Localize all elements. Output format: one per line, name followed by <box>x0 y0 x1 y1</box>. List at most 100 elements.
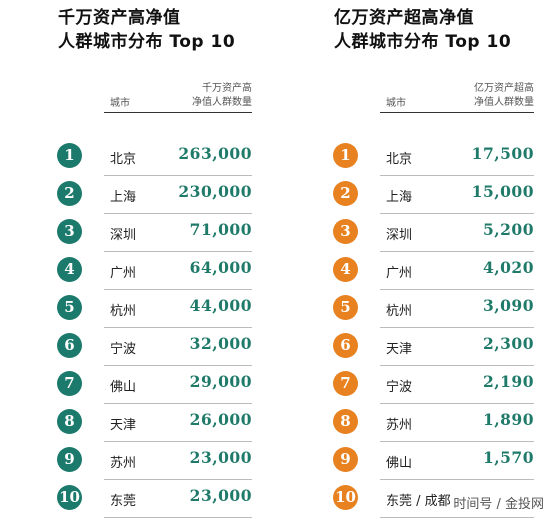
row-divider <box>380 441 534 442</box>
ranking-row: 3 深圳 5,200 <box>276 214 554 252</box>
city-name: 深圳 <box>110 228 137 243</box>
rank-badge: 9 <box>333 447 358 472</box>
rank-badge: 9 <box>57 447 82 472</box>
ranking-row: 1 北京 17,500 <box>276 138 554 176</box>
rank-badge: 5 <box>57 295 82 320</box>
ranking-row: 7 宁波 2,190 <box>276 366 554 404</box>
population-value: 3,090 <box>482 296 534 315</box>
panel-title-line2: 人群城市分布 Top 10 <box>334 32 512 52</box>
column-header-value-line2: 净值人群数量 <box>192 97 252 108</box>
ranking-row: 1 北京 263,000 <box>0 138 272 176</box>
rank-badge: 3 <box>57 219 82 244</box>
ranking-row: 5 杭州 44,000 <box>0 290 272 328</box>
ranking-row: 2 上海 230,000 <box>0 176 272 214</box>
panel-title: 千万资产高净值 人群城市分布 Top 10 <box>58 6 235 54</box>
header-divider <box>380 112 534 113</box>
row-divider <box>104 403 252 404</box>
column-header-value: 亿万资产超高 净值人群数量 <box>474 82 534 110</box>
rank-badge: 7 <box>333 371 358 396</box>
row-divider <box>380 403 534 404</box>
row-divider <box>104 175 252 176</box>
rank-badge: 5 <box>333 295 358 320</box>
city-name: 杭州 <box>386 304 413 319</box>
population-value: 71,000 <box>189 220 252 239</box>
ranking-row: 8 天津 26,000 <box>0 404 272 442</box>
city-name: 天津 <box>110 418 137 433</box>
population-value: 23,000 <box>189 486 252 505</box>
population-value: 32,000 <box>189 334 252 353</box>
rank-badge: 6 <box>57 333 82 358</box>
column-header-city: 城市 <box>110 98 130 109</box>
row-divider <box>380 327 534 328</box>
row-divider <box>104 327 252 328</box>
city-name: 北京 <box>110 152 137 167</box>
population-value: 230,000 <box>178 182 252 201</box>
city-name: 上海 <box>386 190 413 205</box>
rank-badge: 10 <box>57 485 82 510</box>
panel-title-line1: 千万资产高净值 <box>58 8 181 28</box>
row-divider <box>380 365 534 366</box>
column-header-value-line1: 亿万资产超高 <box>474 83 534 94</box>
population-value: 2,190 <box>482 372 534 391</box>
row-divider <box>380 289 534 290</box>
rank-badge: 6 <box>333 333 358 358</box>
city-name: 东莞 <box>110 494 137 509</box>
population-value: 2,300 <box>482 334 534 353</box>
city-name: 杭州 <box>110 304 137 319</box>
population-value: 1,890 <box>482 410 534 429</box>
rank-badge: 4 <box>57 257 82 282</box>
city-name: 苏州 <box>110 456 137 471</box>
population-value: 5,200 <box>482 220 534 239</box>
column-header-city: 城市 <box>386 98 406 109</box>
ranking-row: 6 宁波 32,000 <box>0 328 272 366</box>
row-divider <box>380 479 534 480</box>
rank-badge: 3 <box>333 219 358 244</box>
city-name: 宁波 <box>386 380 413 395</box>
ranking-row: 10 东莞 23,000 <box>0 480 272 518</box>
city-name: 佛山 <box>110 380 137 395</box>
population-value: 4,020 <box>482 258 534 277</box>
city-name: 天津 <box>386 342 413 357</box>
row-divider <box>104 441 252 442</box>
header-divider <box>104 112 252 113</box>
rank-badge: 1 <box>333 143 358 168</box>
population-value: 17,500 <box>471 144 534 163</box>
city-name: 宁波 <box>110 342 137 357</box>
city-name: 上海 <box>110 190 137 205</box>
population-value: 44,000 <box>189 296 252 315</box>
population-value: 263,000 <box>178 144 252 163</box>
ranking-row: 4 广州 64,000 <box>0 252 272 290</box>
city-name: 东莞 / 成都 <box>386 494 451 509</box>
panel-title-line2: 人群城市分布 Top 10 <box>58 32 236 52</box>
row-divider <box>104 365 252 366</box>
ranking-row: 9 苏州 23,000 <box>0 442 272 480</box>
ranking-row: 7 佛山 29,000 <box>0 366 272 404</box>
ranking-row: 6 天津 2,300 <box>276 328 554 366</box>
ranking-row: 10 东莞 / 成都 <box>276 480 554 518</box>
row-divider <box>104 289 252 290</box>
city-name: 深圳 <box>386 228 413 243</box>
row-divider <box>380 175 534 176</box>
rank-badge: 10 <box>333 485 358 510</box>
population-value: 64,000 <box>189 258 252 277</box>
population-value: 23,000 <box>189 448 252 467</box>
rank-badge: 1 <box>57 143 82 168</box>
row-divider <box>380 251 534 252</box>
city-name: 广州 <box>110 266 137 281</box>
watermark: 时间号 / 金投网 <box>451 493 546 512</box>
population-value: 15,000 <box>471 182 534 201</box>
ranking-row: 4 广州 4,020 <box>276 252 554 290</box>
population-value: 26,000 <box>189 410 252 429</box>
panel-title: 亿万资产超高净值 人群城市分布 Top 10 <box>334 6 511 54</box>
ranking-row: 3 深圳 71,000 <box>0 214 272 252</box>
column-header-value-line1: 千万资产高 <box>202 83 252 94</box>
city-name: 北京 <box>386 152 413 167</box>
row-divider <box>104 213 252 214</box>
rank-badge: 4 <box>333 257 358 282</box>
city-name: 佛山 <box>386 456 413 471</box>
city-name: 广州 <box>386 266 413 281</box>
rank-badge: 2 <box>57 181 82 206</box>
column-header-value: 千万资产高 净值人群数量 <box>192 82 252 110</box>
ranking-row: 9 佛山 1,570 <box>276 442 554 480</box>
ranking-row: 8 苏州 1,890 <box>276 404 554 442</box>
